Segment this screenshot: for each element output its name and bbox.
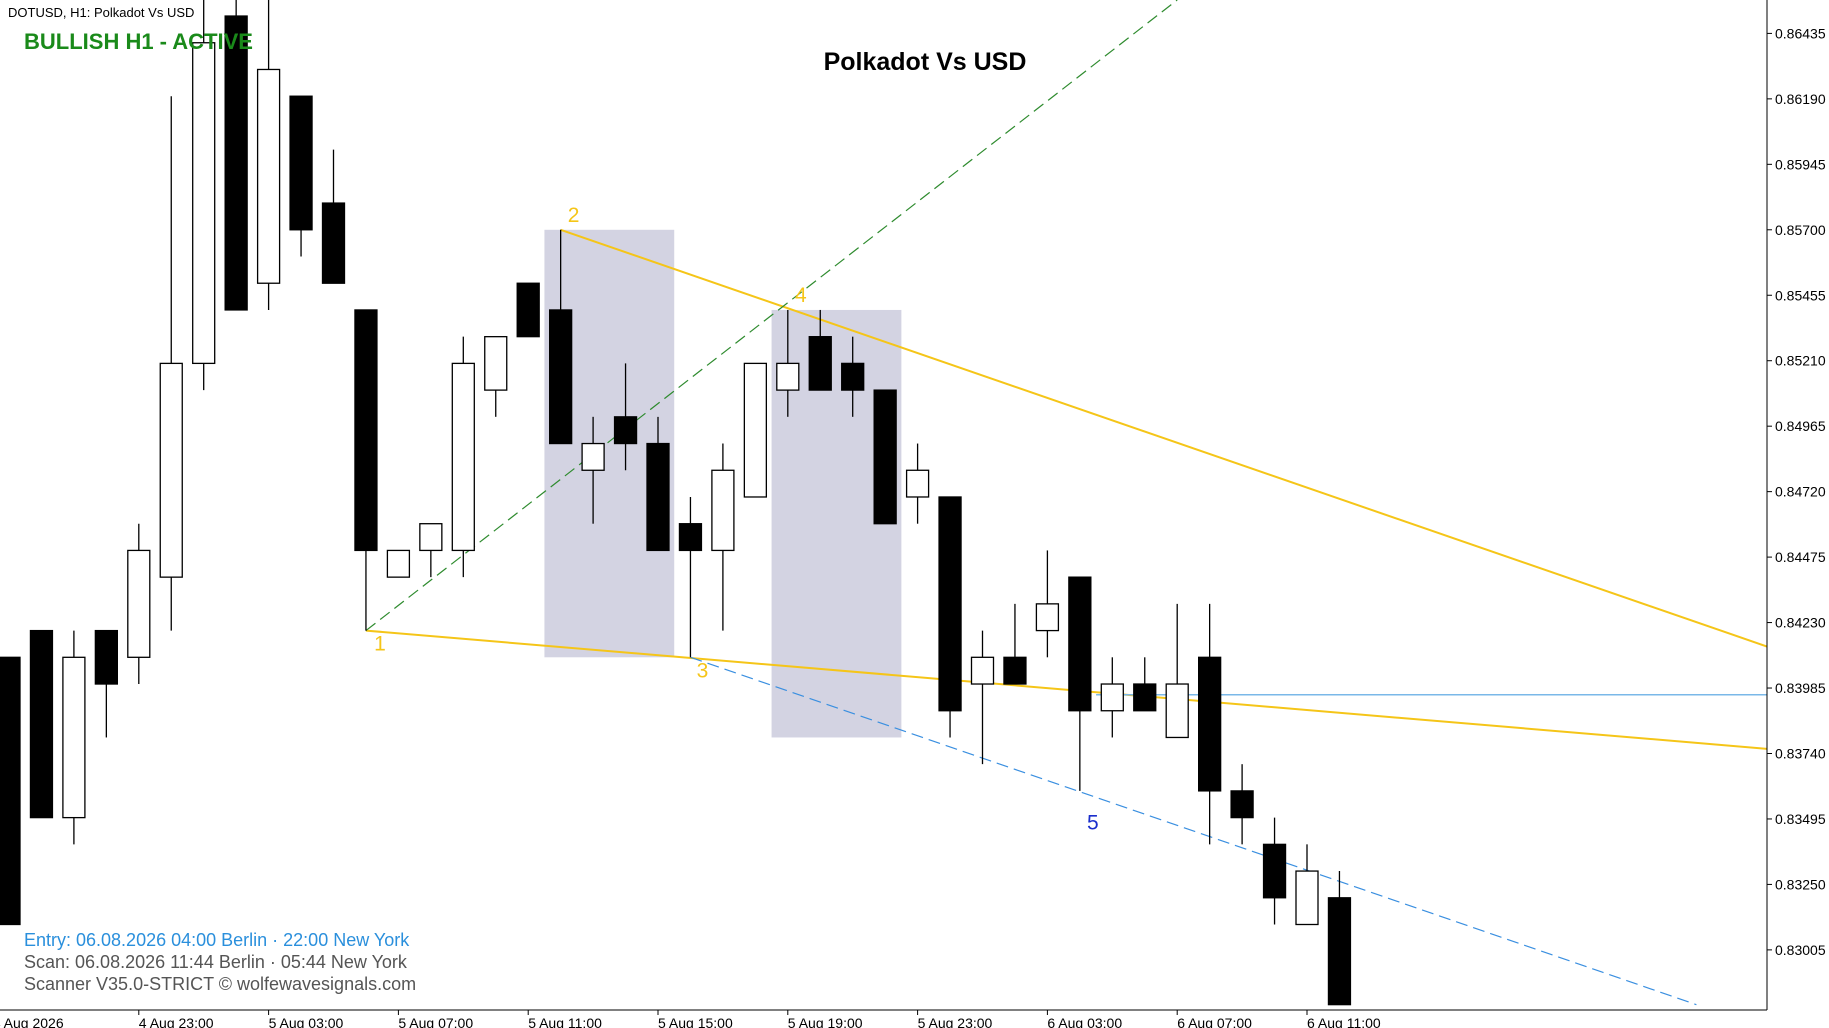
y-tick-label: 0.83005 xyxy=(1775,942,1826,958)
y-tick-label: 0.86435 xyxy=(1775,25,1826,41)
candle xyxy=(905,443,930,524)
x-tick-label: 5 Aug 07:00 xyxy=(398,1015,473,1028)
x-tick-label: 6 Aug 07:00 xyxy=(1177,1015,1252,1028)
candle xyxy=(711,443,735,631)
y-tick-label: 0.84965 xyxy=(1775,418,1826,434)
candle xyxy=(873,389,897,525)
y-tick-label: 0.85210 xyxy=(1775,353,1826,369)
candle xyxy=(613,363,638,471)
candle xyxy=(62,630,86,845)
candle xyxy=(289,95,313,257)
candle xyxy=(1198,603,1222,845)
candle xyxy=(1100,657,1124,738)
x-tick-label: 4 Aug 23:00 xyxy=(139,1015,214,1028)
candle xyxy=(451,336,475,578)
candle xyxy=(127,523,151,685)
x-tick-label: 5 Aug 15:00 xyxy=(658,1015,733,1028)
candle xyxy=(94,629,118,738)
candle xyxy=(808,309,832,391)
x-tick-label: 6 Aug 03:00 xyxy=(1047,1015,1122,1028)
status-label: BULLISH H1 - ACTIVE xyxy=(24,29,253,54)
candle xyxy=(841,336,865,417)
wave-label-5: 5 xyxy=(1087,812,1099,835)
candle xyxy=(1068,576,1092,791)
candle xyxy=(581,416,605,524)
candle xyxy=(1035,550,1060,658)
wave-label-2: 2 xyxy=(568,204,580,227)
line-2-4 xyxy=(560,228,1767,648)
candle xyxy=(29,629,54,819)
candle xyxy=(386,549,411,578)
candle xyxy=(516,282,540,338)
y-tick-label: 0.86190 xyxy=(1775,91,1826,107)
line-3-5 xyxy=(690,656,1697,1006)
y-tick-label: 0.83985 xyxy=(1775,680,1826,696)
chart-title: Polkadot Vs USD xyxy=(824,48,1027,76)
candle xyxy=(1165,603,1189,739)
x-tick-label: 5 Aug 19:00 xyxy=(788,1015,863,1028)
y-tick-label: 0.83495 xyxy=(1775,811,1826,827)
candle xyxy=(1133,657,1157,712)
candle xyxy=(776,309,800,417)
candle xyxy=(1327,871,1352,1006)
scan-info: Scan: 06.08.2026 11:44 Berlin · 05:44 Ne… xyxy=(24,952,408,972)
x-tick-label: 5 Aug 03:00 xyxy=(269,1015,344,1028)
line-1-4 xyxy=(365,0,1178,632)
candle xyxy=(0,656,21,926)
candle xyxy=(1295,844,1319,926)
candle xyxy=(354,309,378,631)
candle xyxy=(1230,764,1254,845)
candle xyxy=(1003,603,1027,685)
candle xyxy=(1262,817,1287,925)
candle xyxy=(484,336,508,417)
y-tick-label: 0.83740 xyxy=(1775,745,1826,761)
symbol-line: DOTUSD, H1: Polkadot Vs USD xyxy=(8,5,194,20)
x-tick-label: 5 Aug 11:00 xyxy=(528,1015,602,1028)
y-tick-label: 0.85455 xyxy=(1775,287,1826,303)
y-tick-label: 0.84720 xyxy=(1775,484,1826,500)
candle xyxy=(256,0,281,310)
y-tick-label: 0.85700 xyxy=(1775,222,1826,238)
wave-label-1: 1 xyxy=(374,633,386,656)
scanner-info: Scanner V35.0-STRICT © wolfewavesignals.… xyxy=(24,974,416,994)
candle xyxy=(938,496,962,738)
y-tick-label: 0.84475 xyxy=(1775,549,1826,565)
x-tick-label: 4 Aug 2026 xyxy=(0,1015,64,1028)
wave-labels-layer: 1 2 3 4 5 xyxy=(374,204,1099,835)
candle xyxy=(224,0,248,311)
candles-layer xyxy=(0,0,1352,1006)
y-tick-label: 0.84230 xyxy=(1775,615,1826,631)
wave-label-4: 4 xyxy=(795,284,807,307)
x-tick-label: 5 Aug 23:00 xyxy=(918,1015,993,1028)
candle xyxy=(549,229,573,445)
wave-label-3: 3 xyxy=(697,659,709,682)
entry-info: Entry: 06.08.2026 04:00 Berlin · 22:00 N… xyxy=(24,930,410,950)
candle xyxy=(678,496,703,658)
candle xyxy=(159,96,183,631)
candle xyxy=(192,0,216,391)
candle xyxy=(743,362,767,498)
x-tick-label: 6 Aug 11:00 xyxy=(1307,1015,1381,1028)
y-tick-label: 0.85945 xyxy=(1775,156,1826,172)
y-tick-label: 0.83250 xyxy=(1775,876,1826,892)
candle xyxy=(646,416,670,552)
candle xyxy=(970,630,995,765)
candle xyxy=(419,523,443,578)
candle xyxy=(321,149,346,284)
